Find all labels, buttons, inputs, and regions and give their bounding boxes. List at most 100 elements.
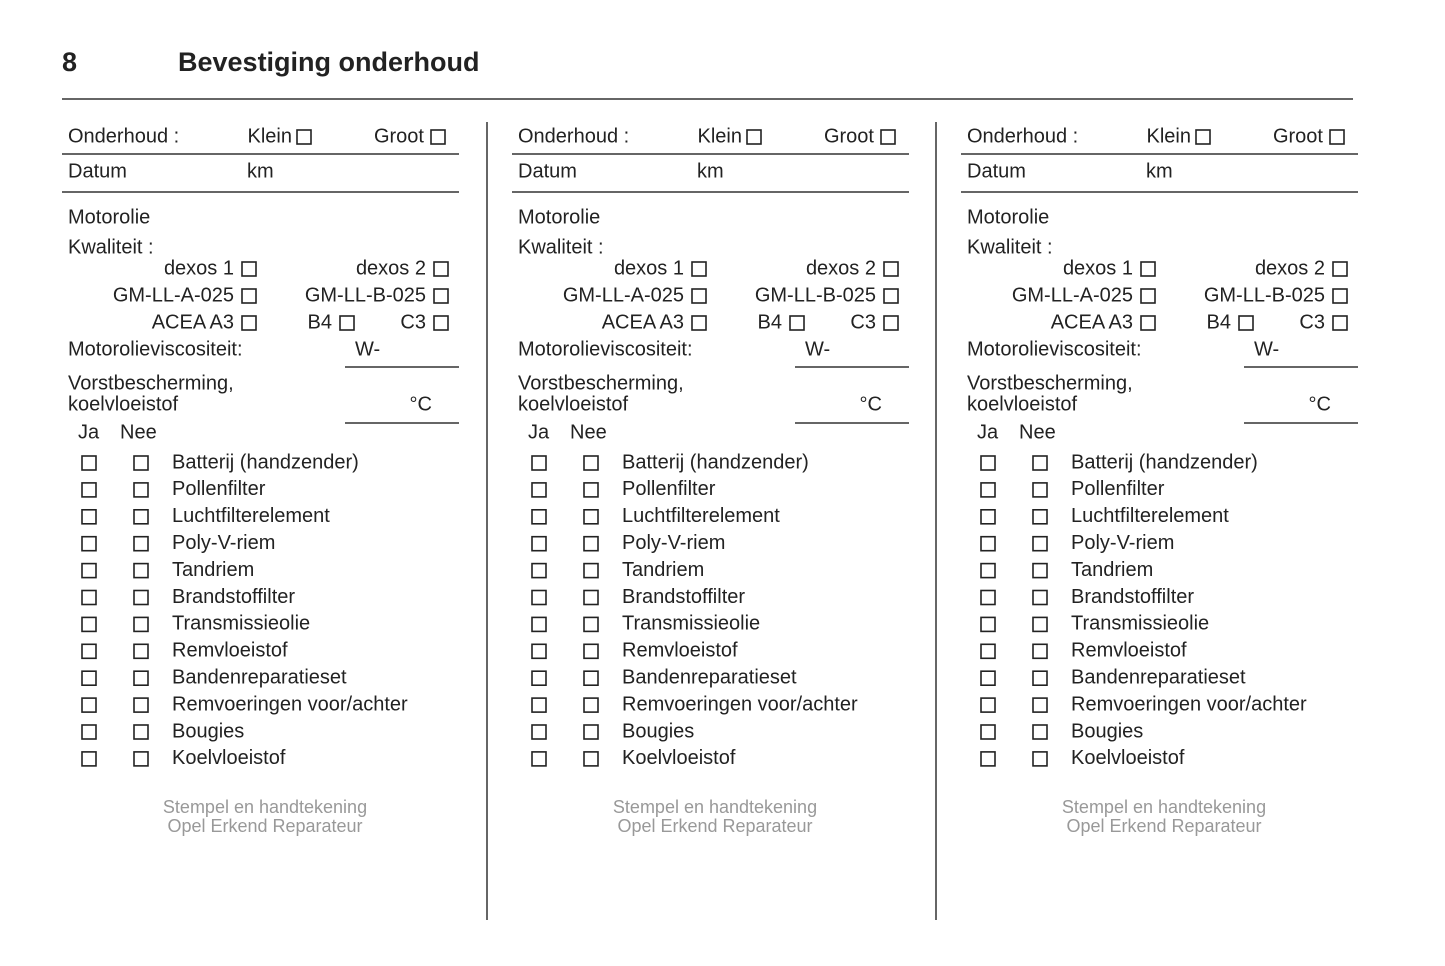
label: Ja	[528, 421, 550, 443]
stamp: Opel Erkend Reparateur	[1066, 816, 1261, 836]
checklist-item: Poly-V-riem	[1071, 532, 1174, 554]
checkbox	[81, 697, 97, 713]
checklist-item: Transmissieolie	[172, 613, 310, 635]
checkbox	[583, 455, 599, 471]
checkbox	[883, 315, 899, 331]
checkbox	[583, 535, 599, 552]
label: km	[247, 160, 274, 182]
checkbox	[133, 643, 149, 660]
checkbox	[81, 482, 97, 498]
label: Groot	[374, 125, 424, 147]
checkbox	[81, 670, 97, 687]
label: Datum	[68, 160, 127, 182]
checkbox	[531, 751, 547, 767]
checkbox	[583, 751, 599, 767]
checkbox	[583, 562, 599, 579]
checkbox	[433, 288, 449, 304]
oil-option: ACEA A3	[152, 311, 234, 333]
oil-option: ACEA A3	[602, 311, 684, 333]
label: km	[697, 160, 724, 182]
label: Onderhoud :	[68, 125, 179, 147]
checkbox	[1032, 482, 1048, 498]
checkbox	[81, 724, 97, 740]
checkbox	[133, 508, 149, 525]
checklist-item: Transmissieolie	[1071, 613, 1209, 635]
checkbox	[133, 562, 149, 579]
label: km	[1146, 160, 1173, 182]
checklist-item: Tandriem	[622, 559, 704, 581]
checklist-item: Remvloeistof	[622, 640, 738, 662]
checkbox	[296, 129, 312, 145]
label: W-	[355, 338, 380, 360]
checklist-item: Brandstoffilter	[1071, 586, 1194, 608]
checkbox	[789, 315, 805, 331]
checkbox	[1332, 288, 1348, 304]
label: koelvloeistof	[518, 393, 629, 415]
checklist-item: Bougies	[622, 720, 694, 742]
checklist-item: Luchtfilterelement	[172, 505, 330, 527]
checkbox	[81, 455, 97, 471]
label: Nee	[1019, 421, 1056, 443]
oil-option: C3	[1299, 311, 1325, 333]
checkbox	[1032, 508, 1048, 525]
checklist-item: Tandriem	[172, 559, 254, 581]
oil-option: GM-LL-B-025	[305, 284, 426, 306]
label: Kwaliteit :	[518, 236, 604, 258]
label: Klein	[698, 125, 742, 147]
checkbox	[133, 455, 149, 471]
checklist-item: Brandstoffilter	[622, 586, 745, 608]
checklist-item: Bandenreparatieset	[1071, 666, 1246, 688]
oil-option: dexos 2	[356, 257, 426, 279]
checkbox	[1032, 535, 1048, 552]
checkbox	[1329, 129, 1345, 145]
checkbox	[583, 724, 599, 740]
checkbox	[81, 508, 97, 525]
checkbox	[1032, 562, 1048, 579]
label: Motorolie	[68, 206, 150, 228]
checkbox	[133, 616, 149, 633]
checkbox	[980, 724, 996, 740]
oil-option: dexos 1	[164, 257, 234, 279]
checkbox	[133, 724, 149, 740]
checkbox	[1032, 670, 1048, 687]
checklist-item: Koelvloeistof	[1071, 747, 1185, 769]
checklist-item: Pollenfilter	[172, 478, 266, 500]
checkbox	[583, 616, 599, 633]
label: Kwaliteit :	[68, 236, 154, 258]
page-number: 8	[62, 47, 77, 77]
checkbox	[133, 670, 149, 687]
checklist-item: Koelvloeistof	[172, 747, 286, 769]
checklist-item: Bandenreparatieset	[172, 666, 347, 688]
label: Groot	[1273, 125, 1323, 147]
checklist-item: Remvoeringen voor/achter	[622, 693, 858, 715]
checkbox	[241, 261, 257, 277]
checklist-item: Remvloeistof	[1071, 640, 1187, 662]
checkbox	[980, 670, 996, 687]
checkbox	[81, 535, 97, 552]
checklist-item: Luchtfilterelement	[622, 505, 780, 527]
label: W-	[1254, 338, 1279, 360]
checkbox	[81, 616, 97, 633]
checkbox	[746, 129, 762, 145]
checkbox	[691, 261, 707, 277]
oil-option: dexos 1	[1063, 257, 1133, 279]
label: Klein	[1147, 125, 1191, 147]
checkbox	[980, 455, 996, 471]
oil-option: B4	[1207, 311, 1231, 333]
label: Motorolie	[518, 206, 600, 228]
checkbox	[241, 288, 257, 304]
label: Vorstbescherming,	[68, 372, 234, 394]
checkbox	[81, 751, 97, 767]
checkbox	[531, 508, 547, 525]
label: Ja	[977, 421, 999, 443]
checklist-item: Bougies	[1071, 720, 1143, 742]
label: Motorolie	[967, 206, 1049, 228]
checkbox	[531, 455, 547, 471]
stamp: Stempel en handtekening	[1062, 797, 1266, 817]
checklist-item: Bandenreparatieset	[622, 666, 797, 688]
label: Ja	[78, 421, 100, 443]
label: Kwaliteit :	[967, 236, 1053, 258]
checkbox	[583, 643, 599, 660]
checkbox	[81, 562, 97, 579]
